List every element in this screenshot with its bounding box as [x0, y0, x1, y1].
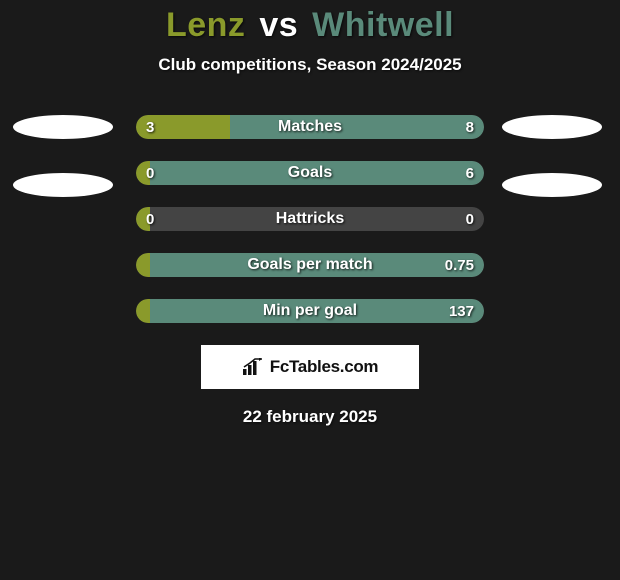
stat-value-right: 137: [449, 299, 474, 323]
vs-text: vs: [259, 6, 298, 44]
stat-value-left: 0: [146, 161, 154, 185]
brand-chart-icon: [242, 358, 264, 376]
infographic-container: Lenz vs Whitwell Club competitions, Seas…: [0, 0, 620, 427]
stat-label: Hattricks: [136, 207, 484, 231]
stat-value-right: 6: [466, 161, 474, 185]
stat-value-left: 0: [146, 207, 154, 231]
stat-row: Hattricks0 0: [136, 207, 484, 231]
stat-row: Matches3 8: [136, 115, 484, 139]
player2-avatar-alt: [502, 173, 602, 197]
player1-name: Lenz: [166, 6, 245, 44]
brand-box[interactable]: FcTables.com: [201, 345, 419, 389]
stat-value-right: 0: [466, 207, 474, 231]
player1-avatar-alt: [13, 173, 113, 197]
stats-wrap: Matches38Goals06Hattricks00Goals per mat…: [0, 115, 620, 323]
player2-name: Whitwell: [312, 6, 454, 44]
stat-label: Min per goal: [136, 299, 484, 323]
date-text: 22 february 2025: [0, 407, 620, 427]
stat-row: Min per goal137: [136, 299, 484, 323]
stat-label: Matches: [136, 115, 484, 139]
right-avatar-column: [502, 115, 607, 197]
stat-bars: Matches38Goals06Hattricks00Goals per mat…: [136, 115, 484, 323]
stat-value-right: 0.75: [445, 253, 474, 277]
stat-row: Goals0 6: [136, 161, 484, 185]
player1-avatar: [13, 115, 113, 139]
brand-text: FcTables.com: [270, 357, 379, 377]
page-title: Lenz vs Whitwell: [0, 6, 620, 45]
stat-row: Goals per match0.75: [136, 253, 484, 277]
left-avatar-column: [13, 115, 118, 197]
player2-avatar: [502, 115, 602, 139]
subtitle: Club competitions, Season 2024/2025: [0, 55, 620, 75]
stat-label: Goals: [136, 161, 484, 185]
stat-value-right: 8: [466, 115, 474, 139]
stat-label: Goals per match: [136, 253, 484, 277]
stat-value-left: 3: [146, 115, 154, 139]
